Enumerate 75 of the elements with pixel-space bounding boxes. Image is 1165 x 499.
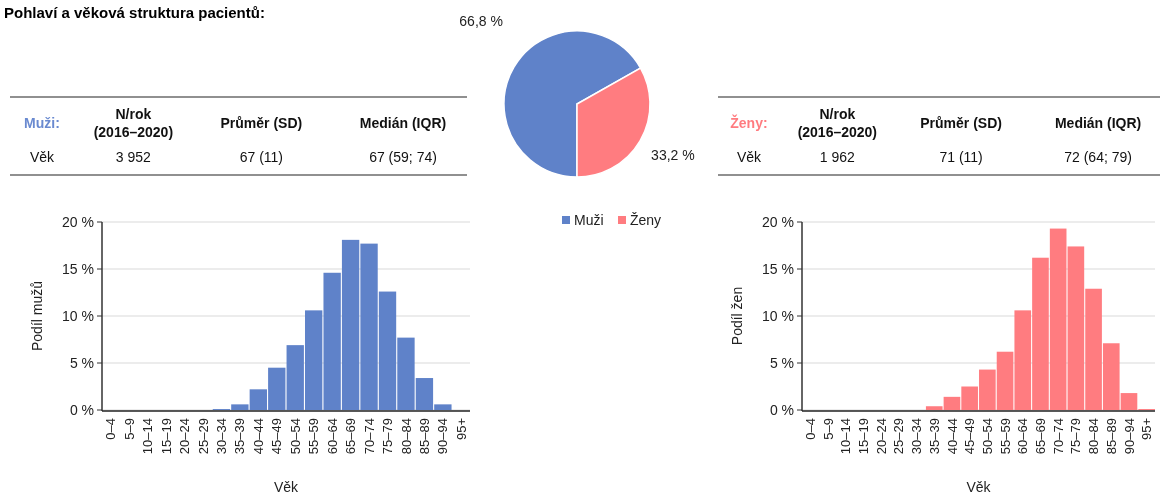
x-tick-label: 85–89 bbox=[416, 418, 432, 455]
text: Průměr (SD) bbox=[920, 115, 1002, 131]
x-tick-label: 0–4 bbox=[802, 418, 818, 440]
text: Věk bbox=[29, 149, 56, 165]
x-tick-label: 95+ bbox=[453, 418, 469, 441]
x-tick-label: 5–9 bbox=[820, 418, 836, 440]
x-tick-label: 60–64 bbox=[1015, 418, 1031, 455]
data-label: 66,8 % bbox=[459, 13, 503, 30]
y-tick-label: 10 % bbox=[762, 307, 794, 324]
data-label: 33,2 % bbox=[651, 146, 695, 163]
x-tick-label: 20–24 bbox=[873, 418, 889, 455]
x-tick-label: 10–14 bbox=[838, 418, 854, 455]
legend-label: Muži bbox=[574, 212, 604, 228]
y-tick-label: 5 % bbox=[769, 354, 794, 371]
x-tick-label: 80–84 bbox=[398, 418, 414, 455]
x-tick-label: 95+ bbox=[1139, 418, 1155, 441]
y-tick-label: 20 % bbox=[762, 213, 794, 230]
text: 67 (11) bbox=[239, 149, 284, 165]
x-tick-label: 5–9 bbox=[121, 418, 137, 440]
x-axis-title: Věk bbox=[273, 479, 300, 495]
x-tick-label: 90–94 bbox=[1121, 418, 1137, 455]
text: Ženy: bbox=[730, 114, 768, 131]
x-tick-label: 10–14 bbox=[140, 418, 156, 455]
x-tick-label: 50–54 bbox=[979, 418, 995, 455]
x-tick-label: 60–64 bbox=[324, 418, 340, 455]
x-tick-label: 25–29 bbox=[891, 418, 907, 455]
y-tick-label: 0 % bbox=[69, 401, 94, 418]
x-tick-label: 70–74 bbox=[1050, 418, 1066, 455]
text: Medián (IQR) bbox=[1054, 115, 1142, 131]
x-tick-label: 35–39 bbox=[232, 418, 248, 455]
x-tick-label: 45–49 bbox=[269, 418, 285, 455]
x-tick-label: 55–59 bbox=[997, 418, 1013, 455]
text: 3 952 bbox=[115, 149, 152, 165]
x-tick-label: 30–34 bbox=[213, 418, 229, 455]
y-tick-label: 0 % bbox=[769, 401, 794, 418]
x-tick-label: 55–59 bbox=[306, 418, 322, 455]
y-tick-label: 20 % bbox=[62, 213, 94, 230]
y-axis-title: Podíl mužů bbox=[29, 280, 45, 352]
y-tick-label: 10 % bbox=[62, 307, 94, 324]
x-tick-label: 90–94 bbox=[435, 418, 451, 455]
legend-label: Ženy bbox=[630, 212, 662, 228]
text: N/rok (2016–2020) bbox=[797, 106, 878, 140]
x-tick-label: 85–89 bbox=[1103, 418, 1119, 455]
x-tick-label: 75–79 bbox=[1068, 418, 1084, 455]
x-tick-label: 70–74 bbox=[361, 418, 377, 455]
x-tick-label: 0–4 bbox=[103, 418, 119, 440]
y-tick-label: 15 % bbox=[62, 260, 94, 277]
text: Věk bbox=[736, 149, 762, 165]
x-tick-label: 20–24 bbox=[177, 418, 193, 455]
text: 67 (59; 74) bbox=[369, 149, 437, 165]
x-tick-label: 35–39 bbox=[926, 418, 942, 455]
x-tick-label: 65–69 bbox=[1033, 418, 1049, 455]
x-tick-label: 75–79 bbox=[380, 418, 396, 455]
x-tick-label: 40–44 bbox=[250, 418, 266, 455]
text: 72 (64; 79) bbox=[1064, 149, 1132, 165]
x-tick-label: 65–69 bbox=[343, 418, 359, 455]
text: Medián (IQR) bbox=[359, 115, 447, 131]
x-tick-label: 50–54 bbox=[287, 418, 303, 455]
x-tick-label: 15–19 bbox=[158, 418, 174, 455]
x-tick-label: 30–34 bbox=[909, 418, 925, 455]
y-tick-label: 5 % bbox=[69, 354, 94, 371]
text: Muži: bbox=[24, 115, 60, 131]
y-axis-title: Podíl žen bbox=[729, 286, 745, 346]
text: Průměr (SD) bbox=[220, 115, 303, 131]
x-tick-label: 40–44 bbox=[944, 418, 960, 455]
x-tick-label: 25–29 bbox=[195, 418, 211, 455]
x-tick-label: 80–84 bbox=[1086, 418, 1102, 455]
text: 1 962 bbox=[819, 149, 856, 165]
y-tick-label: 15 % bbox=[762, 260, 794, 277]
x-tick-label: 45–49 bbox=[962, 418, 978, 455]
x-axis-title: Věk bbox=[966, 479, 992, 495]
text: N/rok (2016–2020) bbox=[93, 106, 174, 140]
x-tick-label: 15–19 bbox=[855, 418, 871, 455]
text: Pohlaví a věková struktura pacientů: bbox=[4, 4, 265, 21]
text: 71 (11) bbox=[939, 149, 983, 165]
